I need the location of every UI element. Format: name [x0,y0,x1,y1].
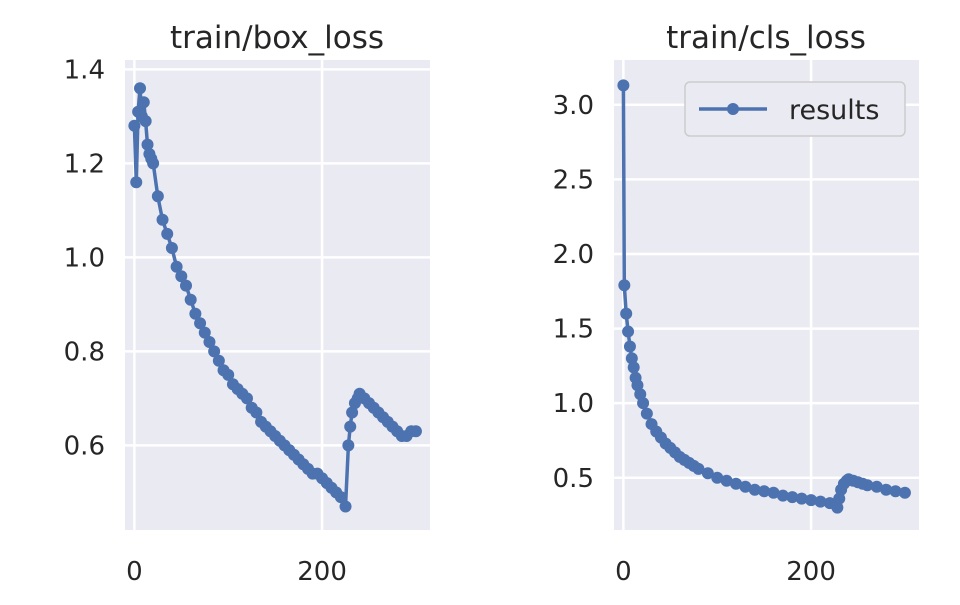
legend-marker [727,103,739,115]
y-tick-label: 0.8 [64,337,105,367]
legend-label: results [789,95,879,126]
data-point [203,336,216,348]
data-point [618,279,631,292]
data-point [786,491,799,504]
y-tick-label: 0.5 [553,464,594,494]
data-point [627,361,640,374]
data-point [222,368,235,381]
data-point [130,176,143,189]
data-point [623,340,636,353]
data-point [147,157,160,170]
data-point [831,501,844,514]
data-point [701,467,714,480]
data-point [346,406,359,419]
data-point [814,495,827,508]
data-point [870,480,883,493]
data-point [208,345,221,358]
data-point [739,480,752,493]
data-point [344,420,357,433]
x-tick-label: 200 [786,557,836,587]
y-tick-label: 0.6 [64,431,105,461]
data-point [151,190,164,203]
data-point [156,213,169,226]
plot-area [125,60,430,530]
data-point [175,270,188,283]
y-tick-label: 3.0 [553,91,594,121]
data-point [409,425,422,438]
chart-title: train/box_loss [170,20,384,56]
data-point [776,489,789,502]
chart-box-loss: train/box_loss 0 200 0.6 0.8 1.0 1.2 1.4 [64,20,430,587]
data-point [730,477,742,490]
chart-cls-loss: train/cls_loss 0 200 0.5 1.0 1.5 2.0 2.5 3.0 res… [553,20,919,587]
data-point [128,119,141,132]
data-point [184,293,197,306]
data-point [198,326,211,339]
y-tick-label: 1.5 [553,315,594,345]
data-point [241,392,253,405]
data-point [620,307,633,320]
data-point [833,492,846,505]
data-point [342,439,355,452]
data-point [161,227,174,240]
data-point [767,486,780,499]
data-point [189,307,202,320]
data-point [134,82,147,95]
data-point [861,479,874,492]
data-point [795,492,808,505]
chart-title: train/cls_loss [666,20,866,56]
data-point [250,406,263,419]
x-tick-label: 0 [126,557,143,587]
data-point [137,96,150,109]
y-tick-label: 1.0 [553,389,594,419]
y-tick-label: 1.4 [64,55,105,85]
data-point [748,483,761,496]
data-point [170,260,183,273]
x-tick-label: 200 [297,557,347,587]
data-point [805,494,818,507]
data-point [625,352,638,365]
data-point [617,79,630,92]
data-point [692,462,705,475]
data-point [880,483,893,496]
data-point [758,485,771,498]
data-point [339,500,352,513]
data-point [180,279,192,292]
y-tick-label: 1.2 [64,149,105,179]
data-point [165,242,178,254]
legend-box [684,81,906,137]
y-tick-label: 2.0 [553,240,594,270]
y-tick-label: 2.5 [553,165,594,195]
data-point [141,138,154,151]
data-point [637,397,650,410]
plot-area [614,60,919,530]
data-point [898,486,911,499]
data-point [640,407,653,420]
data-point [194,317,207,330]
data-point [139,115,152,128]
x-tick-label: 0 [615,557,632,587]
data-point [711,471,724,484]
data-point [720,474,733,487]
data-point [212,354,225,367]
data-point [334,491,347,504]
data-point [622,325,635,338]
data-point [889,485,902,498]
y-tick-label: 1.0 [64,243,105,273]
